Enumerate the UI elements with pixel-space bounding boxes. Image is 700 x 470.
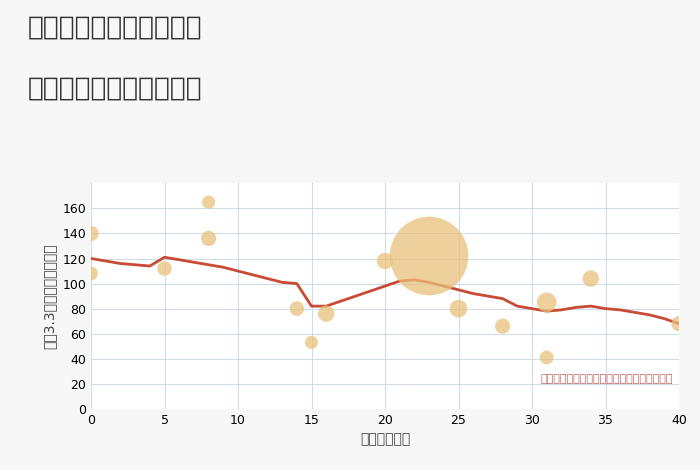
Point <box>291 305 302 313</box>
Point <box>497 322 508 330</box>
Point <box>203 235 214 242</box>
Y-axis label: 坪（3.3㎡）単価（万円）: 坪（3.3㎡）単価（万円） <box>43 243 57 349</box>
Point <box>85 270 97 277</box>
X-axis label: 築年数（年）: 築年数（年） <box>360 432 410 446</box>
Point <box>379 257 391 265</box>
Point <box>585 275 596 282</box>
Point <box>159 265 170 272</box>
Text: 円の大きさは、取引のあった物件面積を示す: 円の大きさは、取引のあった物件面積を示す <box>541 374 673 384</box>
Point <box>203 198 214 206</box>
Point <box>306 339 317 346</box>
Point <box>673 320 685 328</box>
Point <box>453 305 464 313</box>
Point <box>321 310 332 317</box>
Text: 兵庫県西宮市今津曙町の: 兵庫県西宮市今津曙町の <box>28 14 202 40</box>
Point <box>541 298 552 306</box>
Text: 築年数別中古戸建て価格: 築年数別中古戸建て価格 <box>28 75 202 101</box>
Point <box>424 252 435 260</box>
Point <box>541 354 552 361</box>
Point <box>85 230 97 237</box>
